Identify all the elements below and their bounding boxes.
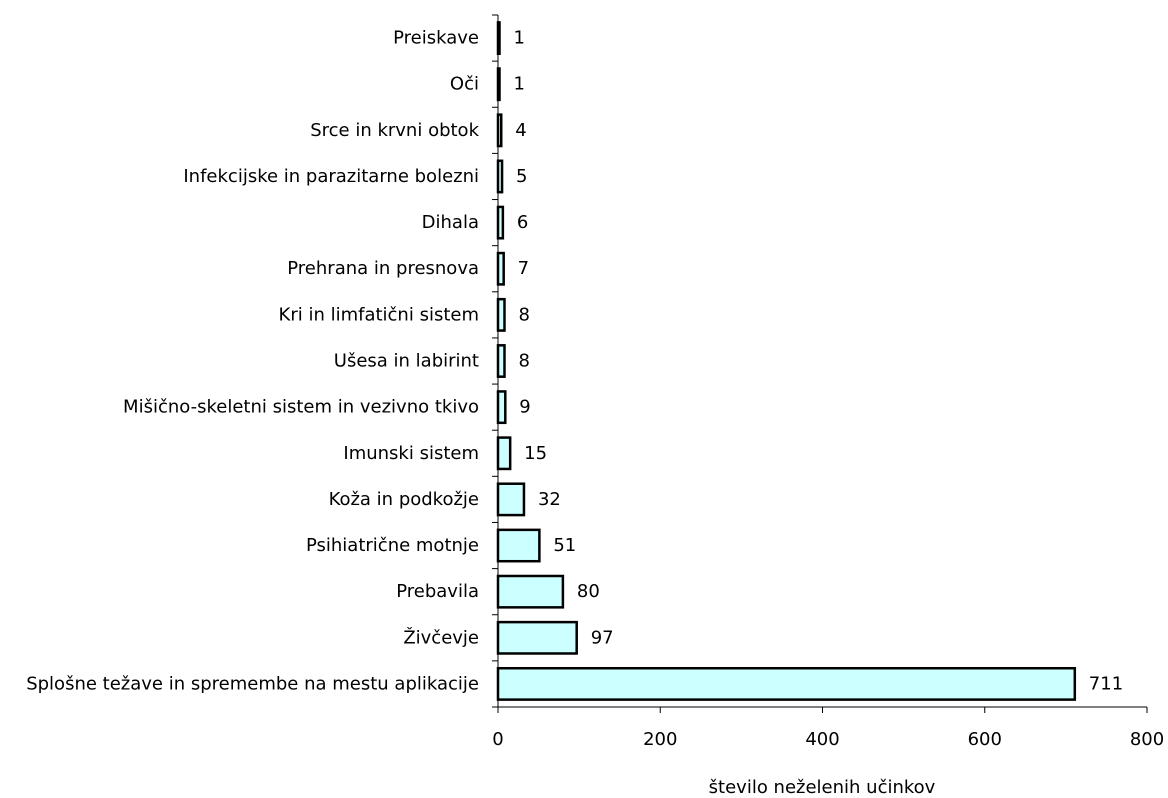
category-label: Splošne težave in spremembe na mestu apl… — [26, 673, 479, 694]
x-tick-label: 0 — [492, 729, 503, 750]
bar — [496, 344, 506, 378]
bar — [496, 528, 541, 563]
x-tick-label: 200 — [643, 729, 677, 750]
data-label: 7 — [518, 258, 529, 279]
category-label: Psihiatrične motnje — [306, 535, 479, 556]
category-labels: Preiskave Oči Srce in krvni obtok Infekcijs… — [26, 28, 479, 695]
data-label: 711 — [1089, 673, 1123, 694]
category-label: Koža in podkožje — [329, 489, 479, 510]
bar — [496, 159, 504, 194]
data-label: 51 — [553, 535, 576, 556]
data-label: 15 — [524, 443, 547, 464]
bar — [496, 297, 506, 332]
category-label: Oči — [450, 74, 479, 95]
data-label: 4 — [515, 120, 526, 141]
bar — [496, 574, 565, 609]
data-label: 32 — [538, 489, 561, 510]
bar — [496, 482, 526, 517]
x-tick-label: 400 — [805, 729, 839, 750]
bar — [496, 205, 505, 240]
category-label: Živčevje — [403, 626, 479, 648]
category-label: Dihala — [422, 212, 479, 233]
category-label: Preiskave — [393, 28, 479, 49]
value-labels: 1 1 4 5 6 7 8 8 9 15 32 51 80 97 711 — [514, 28, 1124, 695]
x-tick-label: 800 — [1130, 729, 1164, 750]
category-label: Infekcijske in parazitarne bolezni — [183, 166, 479, 187]
data-label: 1 — [514, 74, 525, 95]
bar — [496, 620, 578, 655]
category-label: Mišično-skeletni sistem in vezivno tkivo — [123, 397, 479, 418]
category-label: Srce in krvni obtok — [310, 120, 479, 141]
category-label: Ušesa in labirint — [334, 351, 479, 372]
data-label: 5 — [516, 166, 527, 187]
data-label: 97 — [591, 627, 614, 648]
data-label: 80 — [577, 581, 600, 602]
data-label: 8 — [518, 304, 529, 325]
data-label: 1 — [514, 28, 525, 49]
category-label: Prebavila — [396, 581, 479, 602]
bar — [496, 436, 512, 471]
category-label: Kri in limfatični sistem — [279, 304, 479, 325]
category-label: Imunski sistem — [343, 443, 479, 464]
data-label: 8 — [518, 351, 529, 372]
bars-layer — [496, 21, 1077, 701]
data-label: 9 — [519, 397, 530, 418]
axes: 0 200 400 600 800 — [492, 14, 1164, 750]
data-label: 6 — [517, 212, 528, 233]
bar — [496, 390, 507, 425]
bar — [496, 251, 505, 286]
category-label: Prehrana in presnova — [287, 258, 479, 279]
x-tick-label: 600 — [968, 729, 1002, 750]
x-axis-title: število neželenih učinkov — [709, 777, 936, 798]
bar — [496, 666, 1077, 701]
